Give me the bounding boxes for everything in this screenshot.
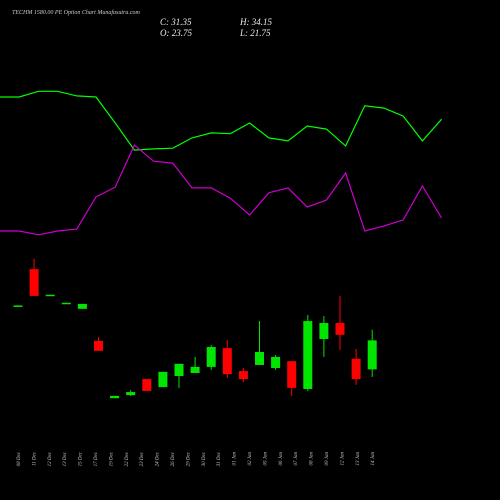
- candle-body: [367, 340, 377, 370]
- x-tick-label: 11 Dec: [32, 451, 37, 466]
- x-tick-label: 13 Jan: [356, 452, 361, 466]
- x-tick-label: 22 Dec: [125, 451, 130, 466]
- candle-body: [319, 322, 329, 340]
- candle-body: [287, 361, 297, 388]
- x-tick-label: 01 Jan: [233, 452, 238, 466]
- high-label: H: 34.15: [239, 17, 272, 27]
- candle-body: [45, 294, 55, 297]
- chart-title: TECHM 1580.00 PE Option Chart Munafasutr…: [12, 9, 141, 16]
- candle-body: [255, 351, 264, 365]
- x-tick-label: 06 Jan: [279, 452, 284, 466]
- indicator-line: [0, 144, 443, 236]
- candle-body: [190, 366, 200, 373]
- low-label: L: 21.75: [239, 28, 271, 38]
- x-tick-label: 02 Jan: [248, 452, 253, 466]
- candle-body: [13, 305, 23, 307]
- candle-body: [206, 347, 216, 367]
- candle-body: [29, 269, 39, 296]
- x-tick-label: 30 Dec: [202, 451, 207, 466]
- candle-body: [351, 358, 361, 380]
- x-tick-label: 17 Dec: [94, 451, 99, 466]
- x-tick-label: 07 Jan: [294, 452, 299, 466]
- x-tick-label: 29 Dec: [186, 451, 191, 466]
- x-tick-label: 24 Dec: [156, 451, 161, 466]
- x-tick-label: 23 Dec: [140, 451, 145, 466]
- x-tick-label: 19 Dec: [109, 451, 114, 466]
- candle-body: [126, 392, 136, 396]
- indicator-line: [0, 90, 443, 151]
- candle-body: [142, 379, 152, 391]
- candle-body: [94, 340, 103, 351]
- candle-body: [271, 356, 281, 369]
- x-tick-label: 05 Jan: [263, 452, 268, 466]
- x-tick-label: 15 Dec: [79, 451, 84, 466]
- open-label: O: 23.75: [160, 28, 192, 38]
- candle-body: [174, 363, 184, 377]
- x-tick-label: 12 Dec: [48, 451, 53, 466]
- candle-body: [222, 348, 232, 375]
- x-tick-label: 31 Dec: [217, 451, 222, 466]
- x-tick-label: 08 Dec: [17, 451, 22, 466]
- candle-body: [158, 371, 168, 388]
- candle-body: [238, 371, 248, 380]
- x-tick-label: 09 Jan: [325, 452, 330, 466]
- candle-body: [110, 395, 120, 399]
- x-tick-label: 12 Jan: [340, 452, 345, 466]
- candle-body: [77, 303, 87, 309]
- x-tick-label: 26 Dec: [171, 451, 176, 466]
- x-tick-label: 08 Jan: [310, 452, 315, 466]
- candle-body: [335, 322, 345, 335]
- close-label: C: 31.35: [160, 17, 192, 27]
- x-tick-label: 13 Dec: [63, 451, 68, 466]
- candle-body: [303, 321, 313, 390]
- x-tick-label: 14 Jan: [371, 452, 376, 466]
- candle-body: [61, 302, 71, 305]
